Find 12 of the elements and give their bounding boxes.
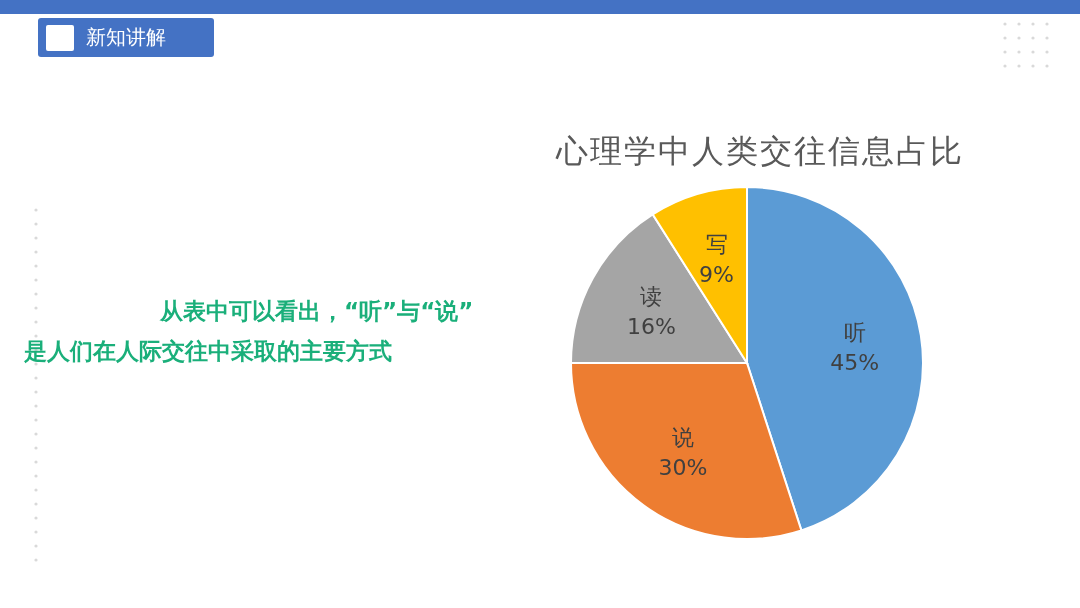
slice-label: 听 [843,319,866,345]
text: 新知讲解 [86,24,166,51]
slice-label: 读 [640,284,663,310]
data-label: 16% [626,314,676,340]
slice-label: 写 [705,232,728,258]
chart-title: 心理学中人类交往信息占比 [554,131,965,172]
data-label: 30% [658,455,708,481]
data-label: 45% [830,349,880,375]
text: 从表中可以看出，“听”与“说” [160,297,474,326]
slice-label: 说 [671,425,694,451]
text: 是人们在人际交往中采取的主要方式 [24,337,392,366]
data-label: 9% [699,262,735,288]
